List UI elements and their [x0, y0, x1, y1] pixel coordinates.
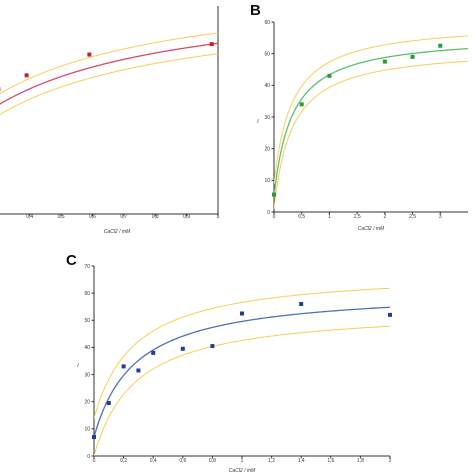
- y-tick-label: 0: [87, 454, 90, 460]
- data-point: [410, 54, 415, 59]
- y-axis-title: I: [257, 119, 259, 125]
- confidence-band-lower: [274, 60, 469, 209]
- confidence-band-upper: [94, 287, 391, 419]
- panel-a-chart: 0,4 0,5 0,6 0,7 0,8 0,9 1 CaCl2 / mM: [0, 6, 220, 235]
- y-tick-label: 50: [84, 318, 90, 324]
- y-tick-label: 10: [264, 178, 270, 184]
- data-point: [87, 52, 92, 57]
- y-tick-label: 70: [84, 264, 90, 270]
- x-tick-label: 0,2: [120, 458, 127, 464]
- y-tick-label: 60: [264, 20, 270, 26]
- panel-c-chart: 0 0,2 0,4 0,6 0,8 1 1,2 1,4 1,6 1,8 20102030405060…: [66, 252, 392, 474]
- x-tick-label: 1: [217, 214, 220, 220]
- data-point: [106, 401, 111, 406]
- x-tick-label: 0,8: [152, 214, 159, 220]
- y-axis-title: I: [77, 363, 79, 369]
- y-tick-label: 0: [267, 210, 270, 216]
- x-tick-label: 0,7: [120, 214, 127, 220]
- panel-letter: C: [66, 252, 77, 269]
- x-tick-label: 1,8: [357, 458, 364, 464]
- y-tick-label: 20: [264, 146, 270, 152]
- y-tick-label: 40: [84, 345, 90, 351]
- y-tick-label: 20: [84, 400, 90, 406]
- x-tick-label: 0,6: [179, 458, 186, 464]
- panel-letter: B: [250, 2, 261, 19]
- x-axis-title: CaCl2 / mM: [229, 468, 256, 474]
- plot-area: [274, 35, 469, 209]
- x-axis-title: CaCl2 / mM: [104, 229, 131, 235]
- data-point: [121, 364, 126, 369]
- plot-area: [94, 287, 391, 457]
- fit-curve: [94, 306, 391, 438]
- x-tick-label: 2: [383, 214, 386, 220]
- x-tick-label: 0: [273, 214, 276, 220]
- fit-curve: [274, 47, 469, 197]
- x-tick-label: 0,4: [26, 214, 33, 220]
- confidence-band-lower: [0, 53, 219, 115]
- data-point: [210, 344, 215, 349]
- x-tick-label: 1,5: [354, 214, 361, 220]
- x-tick-label: 3: [439, 214, 442, 220]
- x-tick-label: 1: [241, 458, 244, 464]
- y-tick-label: 30: [84, 372, 90, 378]
- x-tick-label: 0: [93, 458, 96, 464]
- x-tick-label: 0,8: [209, 458, 216, 464]
- confidence-band-upper: [0, 32, 219, 95]
- x-tick-label: 2,5: [409, 214, 416, 220]
- plot-area: [0, 32, 219, 115]
- x-tick-label: 0,5: [58, 214, 65, 220]
- data-point: [92, 435, 96, 439]
- fit-curve: [0, 42, 219, 105]
- x-tick-label: 1,4: [298, 458, 305, 464]
- x-tick-label: 1,2: [268, 458, 275, 464]
- x-axis-title: CaCl2 / mM: [358, 226, 385, 232]
- data-point: [209, 42, 214, 47]
- data-point: [272, 192, 276, 197]
- data-point: [327, 73, 332, 78]
- x-tick-label: 0,9: [183, 214, 190, 220]
- y-tick-label: 30: [264, 115, 270, 121]
- y-tick-label: 40: [264, 83, 270, 89]
- x-tick-label: 2: [389, 458, 392, 464]
- x-tick-label: 1,6: [327, 458, 334, 464]
- data-point: [388, 312, 392, 317]
- data-point: [136, 368, 141, 373]
- y-tick-label: 60: [84, 291, 90, 297]
- data-point: [299, 102, 304, 107]
- confidence-band-lower: [94, 325, 391, 457]
- data-point: [180, 346, 185, 351]
- data-point: [240, 311, 244, 316]
- data-point: [151, 350, 156, 355]
- y-tick-label: 50: [264, 51, 270, 57]
- data-point: [438, 43, 443, 48]
- x-tick-label: 0,4: [150, 458, 157, 464]
- x-tick-label: 0,6: [89, 214, 96, 220]
- data-point: [299, 302, 304, 306]
- data-point: [24, 73, 29, 78]
- y-tick-label: 10: [84, 427, 90, 433]
- data-point: [382, 59, 387, 64]
- x-tick-label: 0,5: [298, 214, 305, 220]
- x-tick-label: 1: [328, 214, 331, 220]
- confidence-band-upper: [274, 35, 469, 184]
